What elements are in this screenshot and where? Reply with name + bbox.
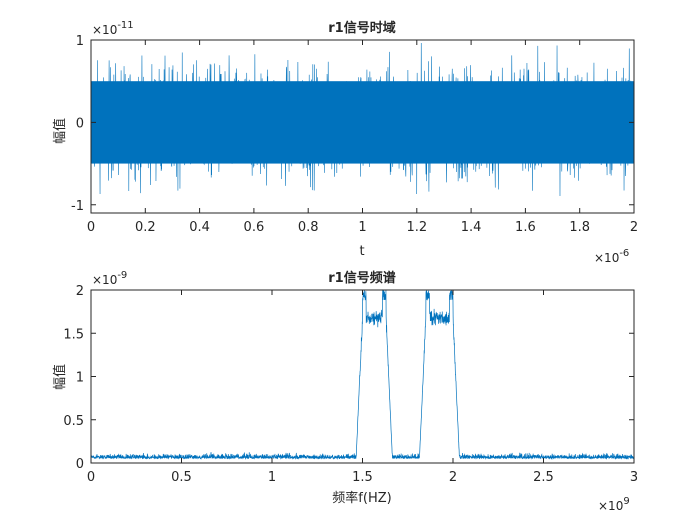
- time-domain-x-exponent-power: -6: [619, 248, 629, 259]
- spectrum-x-tick-label: 1.5: [352, 470, 373, 485]
- time-domain-x-tick-label: 0.8: [298, 220, 319, 235]
- spectrum-y-exponent-power: -9: [117, 270, 127, 281]
- time-domain-y-exponent-power: -11: [117, 20, 133, 31]
- time-domain-y-label: 幅值: [52, 118, 68, 144]
- time-domain-x-tick-label: 0: [87, 220, 95, 235]
- time-domain-x-tick-label: 1.8: [569, 220, 590, 235]
- spectrum-x-exponent-power: 9: [623, 496, 629, 507]
- time-domain-y-exponent: ×10-11: [92, 20, 134, 37]
- time-domain-signal-line: [90, 42, 635, 196]
- spectrum-y-exponent: ×10-9: [92, 270, 127, 287]
- time-domain-y-tick-label: -1: [71, 199, 84, 214]
- spectrum-x-label: 频率f(HZ): [332, 490, 391, 506]
- spectrum-y-exponent-base: ×10: [92, 273, 117, 287]
- time-domain-x-label: t: [359, 244, 364, 259]
- time-domain-y-exponent-base: ×10: [92, 23, 117, 37]
- spectrum-x-tick-label: 0: [87, 470, 95, 485]
- time-domain-x-tick-label: 1.2: [406, 220, 427, 235]
- time-domain-x-exponent-base: ×10: [594, 251, 619, 265]
- time-domain-x-tick-label: 1.6: [515, 220, 536, 235]
- time-domain-x-tick-label: 2: [630, 220, 638, 235]
- spectrum-y-tick-label: 1: [76, 371, 84, 386]
- time-domain-x-tick-label: 1: [358, 220, 366, 235]
- time-domain-y-ticks: -1 0 1: [71, 34, 634, 214]
- spectrum-title: r1信号频谱: [328, 270, 395, 286]
- spectrum-x-exponent-base: ×10: [598, 499, 623, 513]
- time-domain-y-tick-label: 0: [76, 116, 84, 131]
- time-domain-x-ticks: 0 0.2 0.4 0.6 0.8 1 1.2 1.4 1.6 1.8 2: [87, 40, 638, 235]
- spectrum-x-tick-label: 1: [268, 470, 276, 485]
- spectrum-x-ticks: 0 0.5 1 1.5 2 2.5 3: [87, 290, 638, 485]
- spectrum-y-tick-label: 1.5: [63, 327, 84, 342]
- spectrum-y-label: 幅值: [52, 364, 68, 390]
- time-domain-signal-core: [91, 81, 634, 164]
- spectrum-y-tick-label: 0: [76, 457, 84, 472]
- spectrum-y-tick-label: 0.5: [63, 414, 84, 429]
- time-domain-axes: 0 0.2 0.4 0.6 0.8 1 1.2 1.4 1.6 1.8 2 -101 r1信号时域 …: [52, 20, 638, 265]
- spectrum-x-exponent: ×109: [598, 496, 630, 513]
- spectrum-x-tick-label: 3: [630, 470, 638, 485]
- time-domain-y-tick-label: 1: [76, 34, 84, 49]
- spectrum-y-ticks: 0 0.5 1 1.5 2: [63, 284, 634, 472]
- time-domain-title: r1信号时域: [328, 20, 395, 36]
- time-domain-x-tick-label: 0.4: [189, 220, 210, 235]
- spectrum-x-tick-label: 2.5: [533, 470, 554, 485]
- time-domain-x-tick-label: 0.6: [244, 220, 265, 235]
- time-domain-x-tick-label: 1.4: [461, 220, 482, 235]
- spectrum-x-tick-label: 2: [449, 470, 457, 485]
- time-domain-x-tick-label: 0.2: [135, 220, 156, 235]
- spectrum-x-tick-label: 0.5: [171, 470, 192, 485]
- spectrum-axes: 0 0.5 1 1.5 2 2.5 3 0 0.5 1 1.5 2 r1信号频谱 频率f(HZ) 幅…: [52, 270, 638, 513]
- time-domain-x-exponent: ×10-6: [594, 248, 629, 265]
- spectrum-y-tick-label: 2: [76, 284, 84, 299]
